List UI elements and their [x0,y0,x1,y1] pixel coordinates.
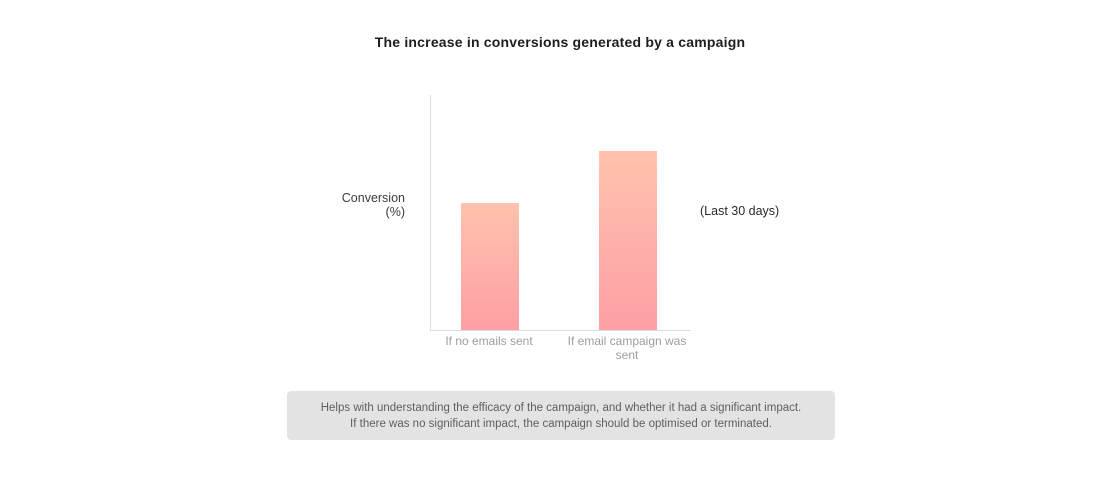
bar-no-emails-sent [461,203,519,330]
explanation-note: Helps with understanding the efficacy of… [287,391,835,440]
chart-title: The increase in conversions generated by… [374,34,746,50]
y-axis-label-line1: Conversion [341,191,405,205]
last-30-days-annotation: (Last 30 days) [700,204,780,218]
y-axis-label: Conversion (%) [255,191,405,219]
plot-area [430,95,691,331]
y-axis-label-line2: (%) [385,205,405,219]
explanation-note-line1: Helps with understanding the efficacy of… [320,402,802,414]
bar-email-campaign-sent [599,151,657,330]
explanation-note-line2: If there was no significant impact, the … [350,418,772,430]
x-tick-label-no-emails: If no emails sent [445,334,533,348]
x-tick-label-email-campaign: If email campaign was sent [567,334,687,362]
